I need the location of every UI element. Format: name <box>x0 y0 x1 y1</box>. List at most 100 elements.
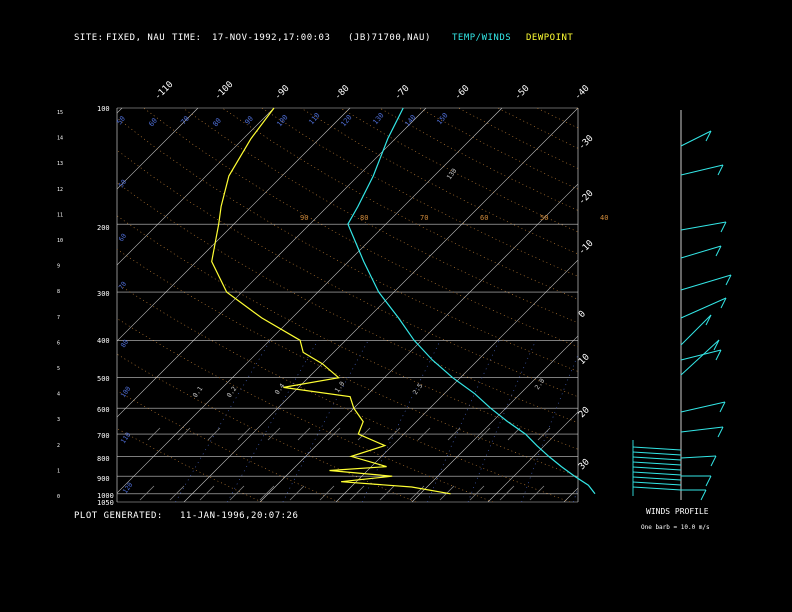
dry-adiabat-line <box>576 108 578 110</box>
mixing-ratio-line <box>467 340 537 502</box>
wind-barb <box>632 481 682 486</box>
dry-adiabat-line <box>117 283 571 502</box>
pressure-tick-label: 100 <box>97 105 110 113</box>
right-temp-tick-label: 20 <box>577 405 592 420</box>
wind-barb <box>680 130 712 147</box>
dry-adiabat-line <box>694 108 792 502</box>
misc-label: 100 <box>119 385 132 399</box>
barb-note: One barb = 10.0 m/s <box>641 524 710 531</box>
theta-label: 70 <box>420 214 428 222</box>
mixing-ratio-label: 90 <box>243 115 255 127</box>
misc-label: 0.4 <box>273 382 286 396</box>
theta-label: 90 <box>300 214 308 222</box>
theta-label: 60 <box>480 214 488 222</box>
moist-adiabat-tick <box>169 485 185 501</box>
mixing-ratio-line <box>227 340 319 502</box>
wind-barb-flag <box>700 489 707 501</box>
legend-dewpoint: DEWPOINT <box>526 33 574 43</box>
mixing-ratio-label: 100 <box>275 113 289 128</box>
moist-adiabat-tick <box>289 485 305 501</box>
moist-adiabat-tick <box>207 427 221 441</box>
height-tick-label: 1 <box>57 468 60 474</box>
moist-adiabat-tick <box>477 427 491 441</box>
height-tick-label: 7 <box>57 315 60 321</box>
height-tick-label: 13 <box>57 161 63 167</box>
wind-barb <box>632 451 682 456</box>
moist-adiabat-tick <box>297 427 311 441</box>
moist-adiabat-tick <box>229 485 245 501</box>
wind-barb <box>632 466 682 471</box>
pressure-tick-label: 800 <box>97 455 110 463</box>
site-value: FIXED, NAU <box>106 33 166 43</box>
moist-adiabat-tick <box>417 427 431 441</box>
mixing-ratio-label: 80 <box>211 117 223 129</box>
wind-barb <box>680 314 712 346</box>
time-value: 17-NOV-1992,17:00:03 <box>212 33 331 43</box>
moist-adiabat-tick <box>379 485 395 501</box>
isotherm-line <box>716 108 792 502</box>
top-temp-tick-label: -90 <box>273 84 292 103</box>
wind-barb <box>680 401 726 413</box>
mixing-ratio-line <box>175 340 271 502</box>
wind-barb-flag <box>725 274 732 286</box>
height-tick-label: 0 <box>57 494 60 500</box>
height-tick-label: 12 <box>57 187 63 193</box>
isotherm-line <box>117 108 427 418</box>
dry-adiabat-line <box>117 428 262 502</box>
pressure-tick-label: 200 <box>97 224 110 232</box>
dry-adiabat-line <box>143 108 578 348</box>
theta-label: 40 <box>600 214 608 222</box>
misc-label: 0.1 <box>191 385 204 399</box>
moist-adiabat-tick <box>529 485 545 501</box>
height-tick-label: 2 <box>57 443 60 449</box>
wind-barb <box>632 446 682 451</box>
height-tick-label: 10 <box>57 238 63 244</box>
mixing-ratio-line <box>282 340 369 502</box>
wind-barb <box>632 476 682 481</box>
chart-grid <box>116 107 792 503</box>
wind-barb <box>680 245 722 259</box>
pressure-tick-label: 600 <box>97 406 110 414</box>
right-temp-tick-label: 0 <box>577 309 588 320</box>
misc-label: 120 <box>121 481 134 495</box>
right-temp-tick-label: 10 <box>577 352 592 367</box>
dry-adiabat-line <box>222 108 578 300</box>
theta-label: 50 <box>540 214 548 222</box>
isotherm-line <box>117 108 275 266</box>
top-temp-tick-label: -100 <box>213 80 235 102</box>
winds-profile-label: WINDS PROFILE <box>646 507 709 516</box>
misc-label: 0.2 <box>225 385 238 399</box>
top-temp-tick-label: -110 <box>153 80 175 102</box>
pressure-tick-label: 700 <box>97 432 110 440</box>
theta-label: 80 <box>360 214 368 222</box>
isotherm-line <box>335 259 578 502</box>
wind-barb-flag <box>710 455 717 467</box>
moist-adiabat-tick <box>267 427 281 441</box>
chart-series <box>211 107 596 495</box>
mixing-ratio-label: 50 <box>115 115 127 127</box>
moist-adiabat-tick <box>237 427 251 441</box>
dry-adiabat-line <box>300 108 578 255</box>
moist-adiabat-tick <box>349 485 365 501</box>
dry-adiabat-line <box>418 108 578 190</box>
moist-adiabat-tick <box>259 485 275 501</box>
misc-label: 130 <box>445 167 458 181</box>
mixing-ratio-label: 60 <box>147 117 159 129</box>
wind-barb <box>680 426 724 433</box>
wind-barb-flag <box>705 130 712 142</box>
wind-barb <box>680 297 727 319</box>
dry-adiabat-line <box>458 108 578 169</box>
misc-label: 110 <box>119 431 132 445</box>
wind-barb-flag <box>720 297 727 309</box>
isotherm-line <box>487 411 578 502</box>
right-temp-tick-label: -20 <box>577 189 596 208</box>
moist-adiabat-tick <box>147 427 161 441</box>
moist-adiabat-tick <box>447 427 461 441</box>
dry-adiabat-line <box>379 108 578 211</box>
moist-adiabat-tick <box>499 485 515 501</box>
top-temp-tick-label: -50 <box>513 84 532 103</box>
mixing-ratio-label: 120 <box>339 113 353 128</box>
wind-barb-flag <box>715 245 722 257</box>
isotherm-line <box>563 487 578 502</box>
